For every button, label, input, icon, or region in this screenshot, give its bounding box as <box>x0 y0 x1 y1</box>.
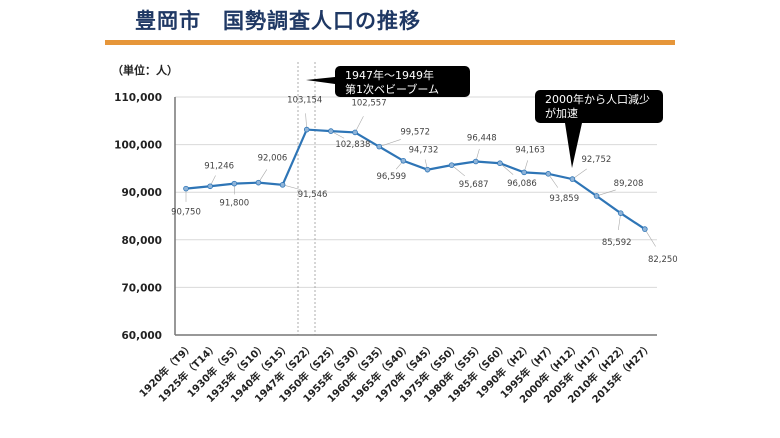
data-point <box>642 226 648 232</box>
data-point <box>279 182 286 188</box>
data-point <box>255 179 262 186</box>
data-label-leader <box>282 184 301 190</box>
y-tick-label: 100,000 <box>114 140 162 152</box>
data-point <box>183 185 189 192</box>
data-label-leader <box>644 228 656 247</box>
callout-pointer <box>306 77 335 84</box>
data-label-leader <box>596 189 616 197</box>
data-label-leader <box>379 139 401 147</box>
data-label: 91,546 <box>298 190 328 200</box>
data-label-leader <box>548 173 559 188</box>
data-label-leader <box>354 116 364 133</box>
data-label: 102,838 <box>335 140 370 150</box>
data-label: 94,732 <box>409 146 439 156</box>
population-line <box>185 128 646 231</box>
data-label: 92,752 <box>582 155 612 165</box>
y-tick-label: 70,000 <box>121 282 162 294</box>
data-label: 85,592 <box>602 238 632 248</box>
data-point <box>472 158 479 165</box>
data-label-leader <box>451 164 466 177</box>
data-label: 96,599 <box>376 172 406 182</box>
data-label: 90,750 <box>171 208 201 218</box>
data-point <box>376 143 383 150</box>
data-point <box>231 180 238 187</box>
data-label-leader <box>499 163 514 175</box>
data-point <box>448 162 455 168</box>
data-label: 82,250 <box>648 255 678 265</box>
data-label: 96,448 <box>467 134 497 144</box>
data-point <box>352 129 358 136</box>
data-label: 91,800 <box>219 199 249 209</box>
data-label-leader <box>618 213 621 231</box>
data-point <box>328 128 334 134</box>
data-label: 93,859 <box>549 194 579 204</box>
data-point <box>424 166 431 173</box>
callout-text: 1947年～1949年 <box>345 68 434 82</box>
y-tick-label: 60,000 <box>121 330 162 342</box>
data-label: 95,687 <box>459 180 489 190</box>
data-point <box>497 160 503 167</box>
data-point <box>303 126 310 133</box>
data-label: 92,006 <box>258 154 288 164</box>
y-tick-label: 110,000 <box>114 92 162 104</box>
data-point <box>569 176 576 182</box>
callout-text: 第1次ベビーブーム <box>345 82 439 96</box>
data-point <box>521 169 527 176</box>
callout-box <box>335 66 470 97</box>
data-label: 91,246 <box>204 161 234 171</box>
data-label: 89,208 <box>614 179 644 189</box>
data-point <box>400 157 407 164</box>
y-tick-label: 80,000 <box>121 235 162 247</box>
y-tick-label: 90,000 <box>121 187 162 199</box>
data-point <box>545 171 552 177</box>
data-label: 96,086 <box>507 179 537 189</box>
unit-label: （単位：人） <box>112 64 178 77</box>
callout-pointer <box>565 123 582 168</box>
data-label: 94,163 <box>515 145 545 155</box>
title-divider <box>105 40 675 45</box>
callout-text: が加速 <box>545 106 578 120</box>
data-label: 103,154 <box>287 96 322 106</box>
callout-text: 2000年から人口減少 <box>545 92 650 106</box>
data-point <box>207 183 213 190</box>
data-point <box>617 210 624 216</box>
data-label: 99,572 <box>400 128 430 138</box>
page-title: 豊岡市 国勢調査人口の推移 <box>135 9 421 33</box>
data-label-leader <box>572 168 587 180</box>
data-point <box>593 193 600 199</box>
data-label: 102,557 <box>351 98 386 108</box>
callout-box <box>535 90 663 123</box>
